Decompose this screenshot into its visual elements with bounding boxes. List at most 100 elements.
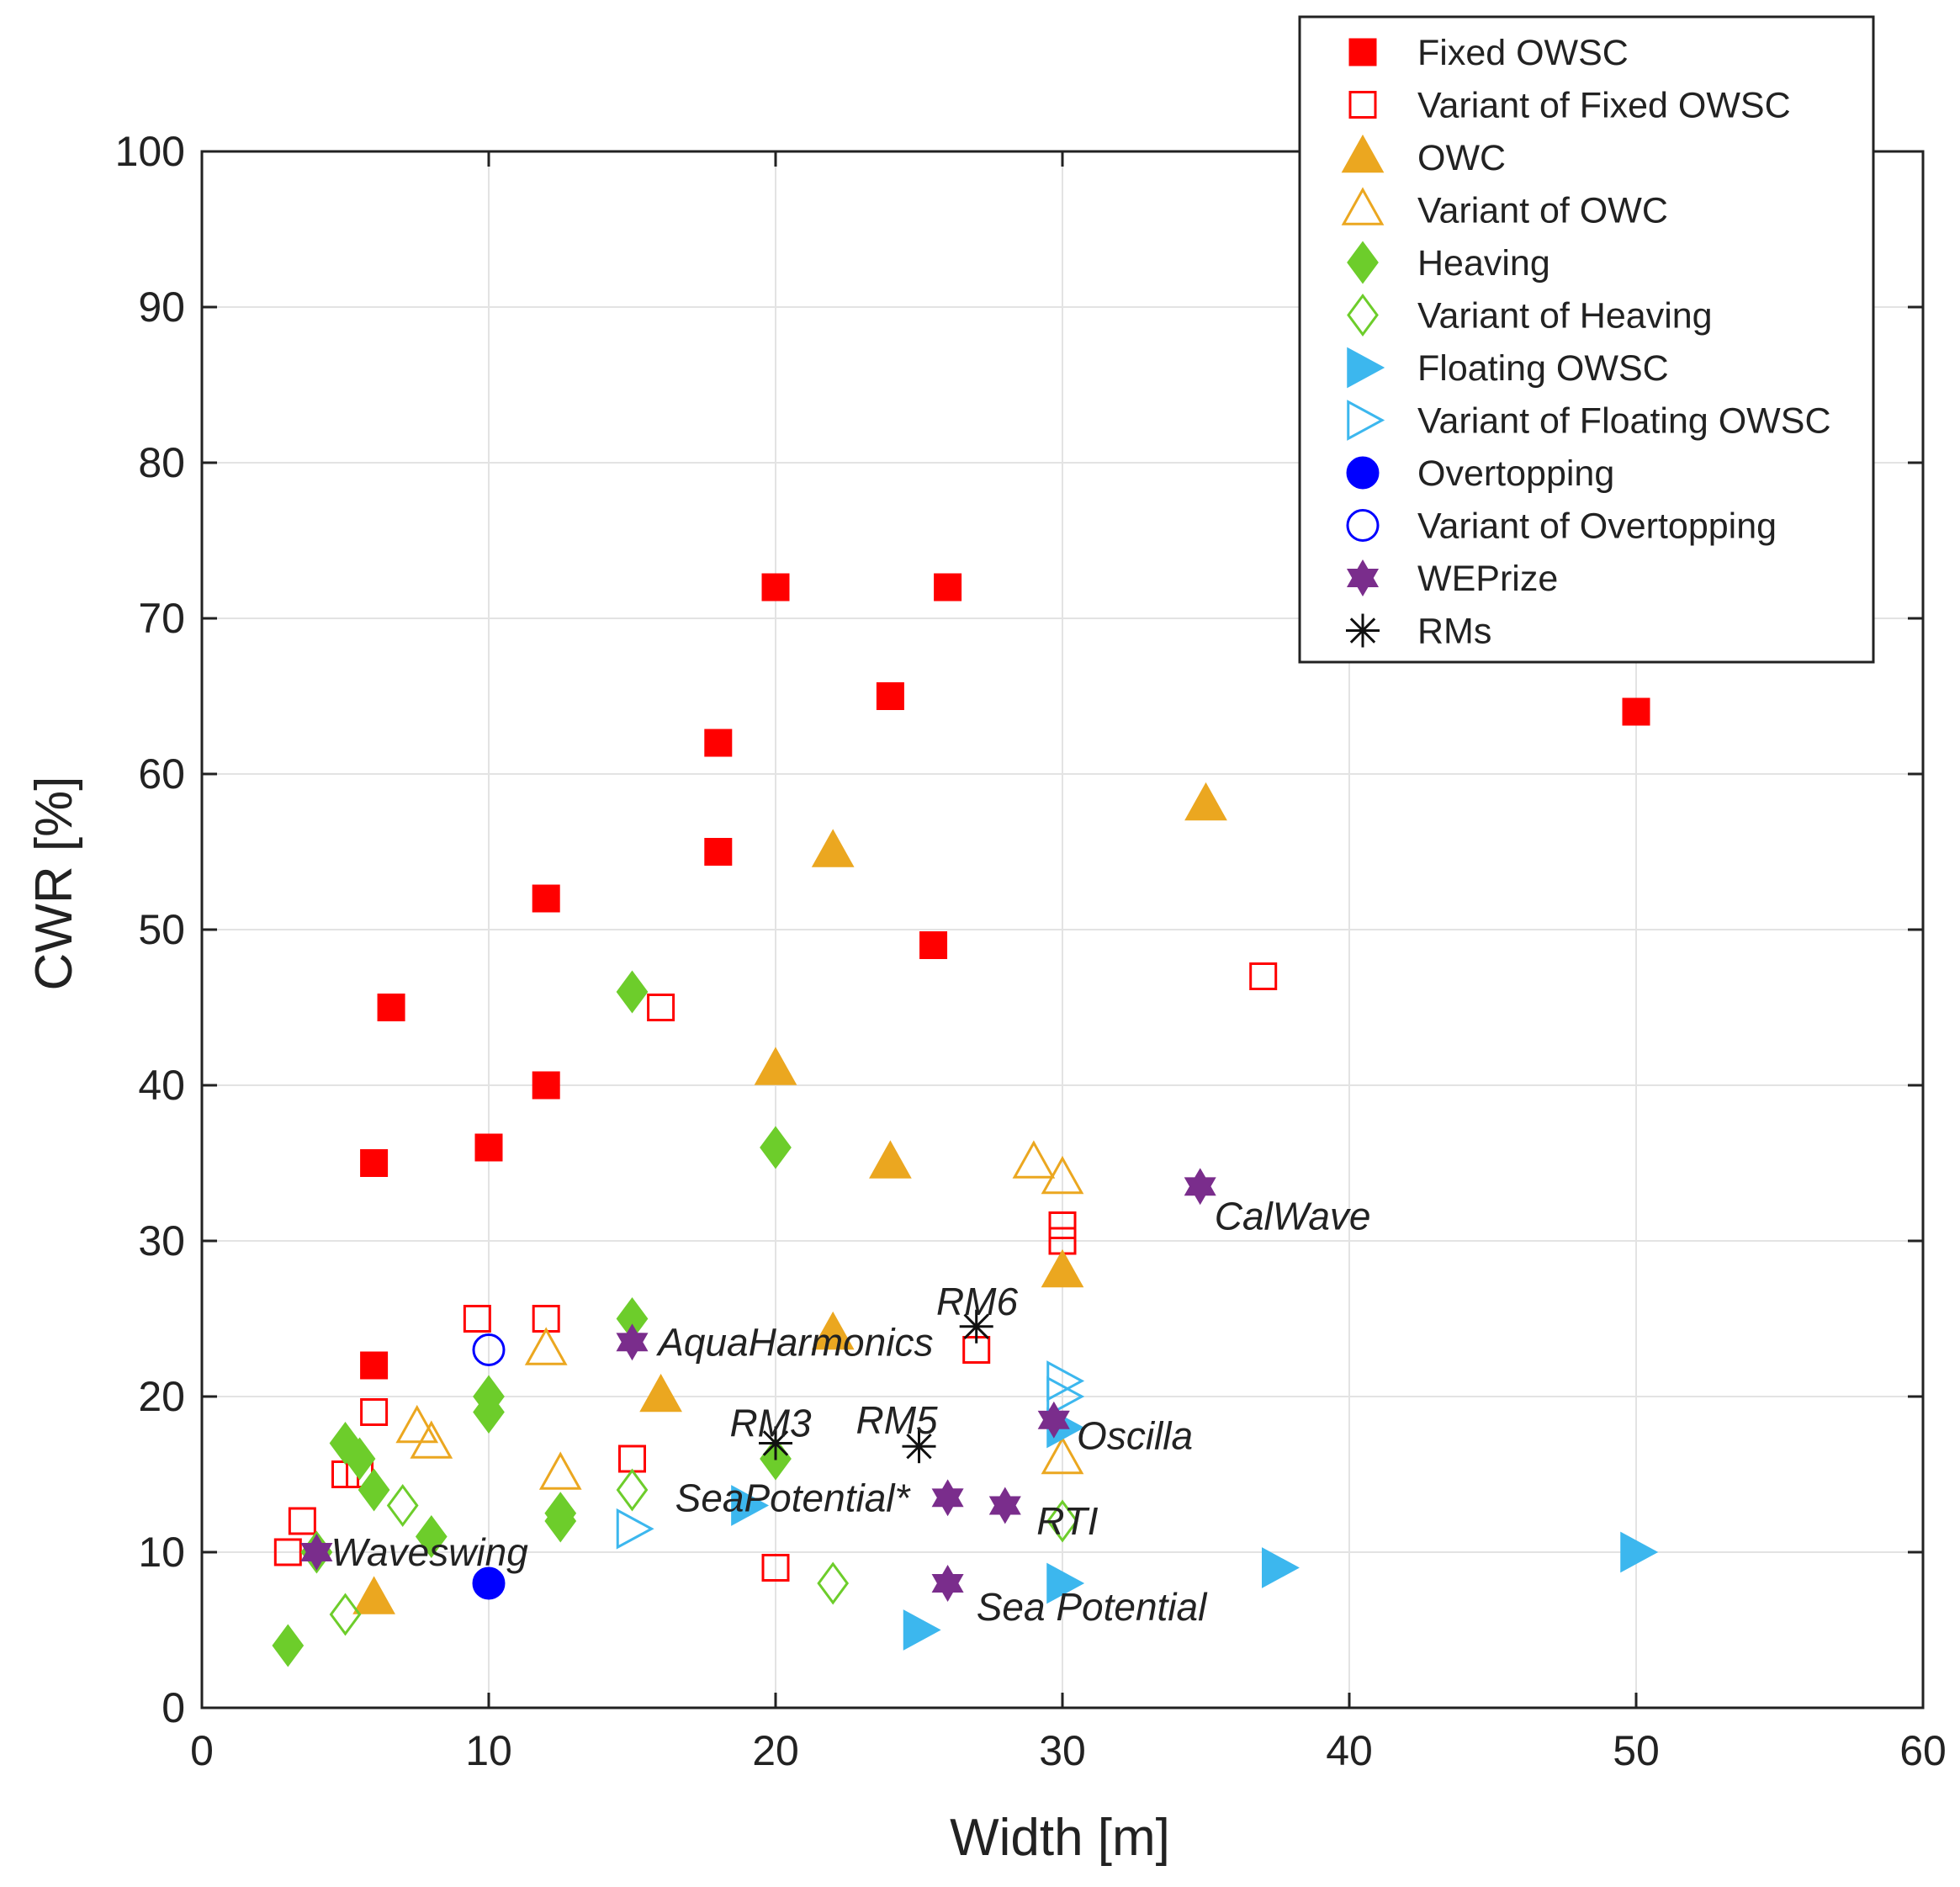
data-point [474,1133,503,1162]
legend-marker [1346,509,1380,542]
data-point [902,1429,936,1464]
series-7 [616,1360,1085,1550]
data-point [618,1444,646,1473]
data-point [463,1305,491,1333]
data-point [343,1437,376,1481]
data-point [754,1047,797,1085]
data-point [538,1451,582,1490]
data-point [360,1149,389,1177]
x-tick-label: 30 [1039,1727,1086,1774]
data-point [761,1554,790,1582]
data-point [759,1426,792,1460]
y-tick-label: 60 [138,750,185,798]
data-point [300,1534,333,1571]
y-axis-label: CWR [%] [25,777,83,991]
data-point [616,1508,654,1550]
y-tick-label: 0 [162,1684,185,1731]
data-point [1012,1140,1056,1179]
x-tick-label: 60 [1899,1727,1947,1774]
series-3 [395,1140,1084,1490]
data-point [919,931,948,959]
y-tick-label: 20 [138,1373,185,1420]
data-point [1041,1248,1084,1288]
data-point [386,1483,419,1528]
annotation-label: SeaPotential* [675,1476,912,1519]
legend-marker [1347,293,1379,337]
x-tick-label: 0 [190,1727,214,1774]
annotation-label: RTI [1036,1499,1098,1543]
legend-entry-label: Variant of OWC [1417,191,1668,231]
data-point [616,1468,649,1512]
legend-entry-label: Variant of Fixed OWSC [1417,86,1791,126]
data-point [1184,782,1227,821]
y-tick-label: 100 [115,128,185,175]
data-point [704,729,733,757]
series-9 [472,1333,506,1366]
data-point [1622,697,1650,726]
data-point [524,1327,568,1365]
y-tick-label: 70 [138,595,185,642]
annotation-label: RM6 [936,1280,1019,1323]
data-point [811,1311,855,1350]
legend-marker [1348,38,1377,66]
data-point [1048,1211,1077,1239]
data-point [410,1420,453,1459]
data-point [817,1561,850,1605]
data-point [472,1566,506,1600]
legend-entry-label: Heaving [1417,243,1550,284]
data-point [869,1140,912,1179]
data-point [876,682,904,710]
series-4 [272,970,792,1667]
legend-entry-label: Variant of Floating OWSC [1417,401,1831,442]
data-point [352,1576,395,1614]
legend-entry-label: Fixed OWSC [1417,33,1629,73]
data-point [988,1487,1021,1524]
legend-marker [1346,559,1380,596]
annotation-label: Sea Potential [977,1585,1208,1629]
legend-marker [1341,187,1385,225]
axes: 0 10 20 30 40 50 60 0 10 20 30 40 50 60 70 80 90 100 [115,128,1947,1774]
series-10 [300,1168,1216,1602]
legend-entry-label: OWC [1417,138,1506,178]
annotation-label: Oscilla [1077,1413,1193,1457]
series-2 [352,782,1227,1614]
x-tick-label: 40 [1326,1727,1373,1774]
data-point [1249,962,1278,990]
data-point [959,1309,993,1344]
data-point [360,1398,389,1426]
y-tick-label: 30 [138,1217,185,1264]
data-point [616,1323,649,1361]
legend-marker [1347,347,1385,389]
data-point [360,1351,389,1380]
y-tick-label: 90 [138,284,185,331]
x-tick-label: 50 [1613,1727,1660,1774]
data-point [1620,1531,1659,1573]
data-point [811,829,855,867]
data-point [473,1375,505,1418]
data-point [1041,1155,1084,1195]
x-axis-label: Width [m] [950,1809,1170,1867]
series-0 [360,573,1650,1380]
legend-marker [1346,456,1380,490]
annotations: Waveswing AquaHarmonics SeaPotential* Sea P… [331,1194,1370,1628]
data-point [616,970,649,1014]
data-point [1041,1435,1084,1475]
data-point [532,1071,560,1100]
series-11 [759,1309,993,1464]
data-point [731,1485,770,1526]
y-tick-label: 40 [138,1062,185,1109]
data-point [377,994,405,1021]
data-point [395,1404,439,1444]
data-point [272,1624,305,1667]
y-tick-label: 10 [138,1529,185,1576]
data-point [761,573,790,602]
x-tick-label: 10 [465,1727,512,1774]
data-point [358,1468,390,1512]
data-point [704,838,733,866]
data-point [1046,1375,1085,1418]
data-point [647,994,675,1021]
legend-entry-label: Floating OWSC [1417,348,1669,389]
legend-marker [1346,613,1380,648]
legend: Fixed OWSC Variant of Fixed OWSC OWC Varian… [1298,15,1875,664]
